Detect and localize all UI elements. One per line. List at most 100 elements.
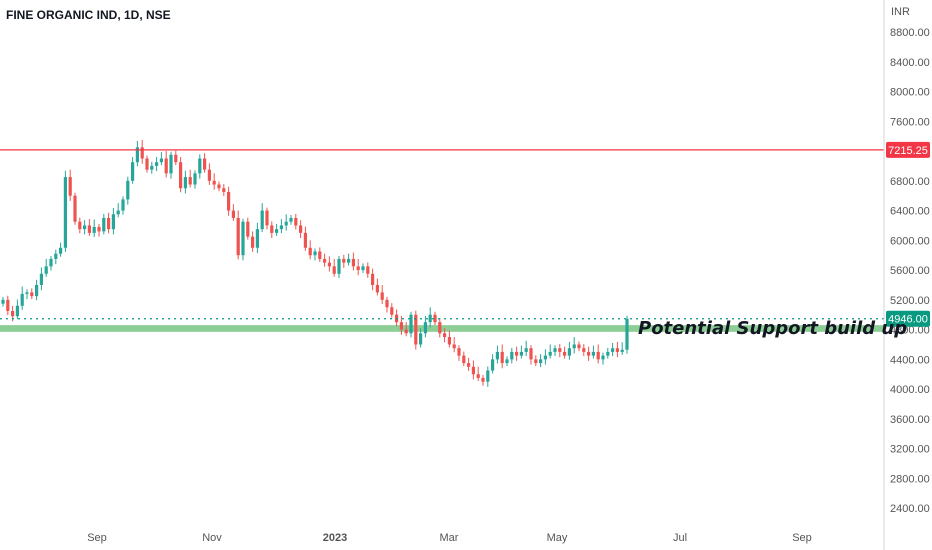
- candle-body: [289, 218, 293, 222]
- level-lines-layer: [0, 149, 884, 320]
- candle-body: [515, 351, 519, 356]
- candle-body: [471, 366, 475, 375]
- candle-body: [111, 214, 115, 230]
- candle-body: [380, 292, 384, 300]
- y-tick-label: 4000.00: [890, 384, 930, 396]
- candle-body: [399, 322, 403, 330]
- y-tick-label: 8400.00: [890, 57, 930, 69]
- candle-body: [107, 218, 111, 230]
- candle-body: [591, 351, 595, 356]
- y-tick-label: 8800.00: [890, 27, 930, 39]
- candle-body: [347, 258, 351, 263]
- candle-body: [313, 251, 317, 256]
- candle-body: [553, 348, 557, 352]
- x-tick-label: 2023: [323, 532, 347, 544]
- candle-body: [447, 337, 451, 345]
- candle-body: [275, 229, 279, 233]
- candle-body: [327, 262, 331, 267]
- y-tick-label: 4800.00: [890, 325, 930, 337]
- candle-body: [375, 284, 379, 293]
- candle-body: [11, 311, 15, 317]
- candle-body: [428, 314, 432, 323]
- candle-body: [356, 266, 360, 271]
- candle-body: [476, 374, 480, 378]
- candle-body: [73, 195, 77, 222]
- candle-body: [188, 177, 192, 185]
- candle-body: [159, 158, 163, 163]
- y-tick-label: 2800.00: [890, 473, 930, 485]
- candle-body: [361, 266, 365, 271]
- time-axis[interactable]: Sep Nov 2023 Mar May Jul Sep: [87, 532, 812, 544]
- price-badges: 7215.25 4946.00: [886, 141, 930, 327]
- candle-body: [299, 225, 303, 233]
- candle-body: [390, 307, 394, 315]
- candle-body: [481, 377, 485, 382]
- candle-body: [39, 273, 43, 285]
- candle-body: [212, 180, 216, 185]
- support-zone-band: [0, 325, 884, 332]
- x-tick-label: Sep: [87, 532, 107, 544]
- candle-body: [385, 299, 389, 308]
- candle-body: [78, 221, 82, 230]
- candle-body: [611, 348, 615, 352]
- current-price-label: 4946.00: [888, 314, 928, 326]
- candle-body: [337, 258, 341, 274]
- candle-body: [495, 351, 499, 360]
- candle-body: [193, 173, 197, 185]
- candle-body: [587, 351, 591, 356]
- candle-body: [227, 191, 231, 211]
- candle-body: [222, 188, 226, 192]
- candle-body: [308, 247, 312, 256]
- candle-body: [30, 292, 34, 297]
- candle-body: [179, 162, 183, 189]
- candle-body: [548, 351, 552, 356]
- y-tick-label: 3600.00: [890, 414, 930, 426]
- price-axis[interactable]: 2400.00 2800.00 3200.00 3600.00 4000.00 4400.…: [890, 27, 930, 515]
- candle-body: [567, 348, 571, 356]
- candle-body: [409, 314, 413, 334]
- candle-body: [615, 348, 619, 352]
- candle-body: [87, 225, 91, 233]
- candle-body: [183, 177, 187, 189]
- candle-body: [131, 162, 135, 181]
- candle-body: [25, 292, 29, 294]
- candle-body: [620, 349, 624, 352]
- candle-body: [371, 273, 375, 285]
- candle-body: [231, 210, 235, 218]
- candle-body: [174, 154, 178, 163]
- candle-body: [582, 348, 586, 352]
- currency-label: INR: [891, 6, 910, 18]
- candle-body: [563, 351, 567, 356]
- y-tick-label: 6800.00: [890, 176, 930, 188]
- candle-body: [433, 314, 437, 323]
- y-tick-label: 2400.00: [890, 503, 930, 515]
- candle-body: [519, 351, 523, 356]
- candle-body: [284, 221, 288, 226]
- y-tick-label: 5600.00: [890, 265, 930, 277]
- candle-body: [265, 210, 269, 226]
- candle-body: [404, 329, 408, 334]
- candle-body: [126, 180, 130, 200]
- candle-body: [596, 351, 600, 360]
- candle-body: [342, 258, 346, 263]
- candle-body: [92, 226, 96, 233]
- candle-body: [294, 218, 298, 226]
- candle-body: [438, 322, 442, 334]
- candle-body: [505, 359, 509, 364]
- candle-body: [15, 305, 19, 317]
- candle-body: [606, 351, 610, 356]
- candle-body: [318, 251, 322, 259]
- candle-body: [236, 218, 240, 256]
- candle-body: [457, 348, 461, 356]
- candle-body: [59, 247, 63, 254]
- candle-body: [203, 158, 207, 170]
- candle-body: [491, 359, 495, 371]
- candle-body: [332, 266, 336, 274]
- y-tick-label: 6400.00: [890, 206, 930, 218]
- candle-body: [63, 177, 67, 248]
- support-zone-layer: [0, 325, 884, 332]
- candle-body: [83, 225, 87, 230]
- candle-body: [419, 333, 423, 345]
- candle-body: [217, 184, 221, 189]
